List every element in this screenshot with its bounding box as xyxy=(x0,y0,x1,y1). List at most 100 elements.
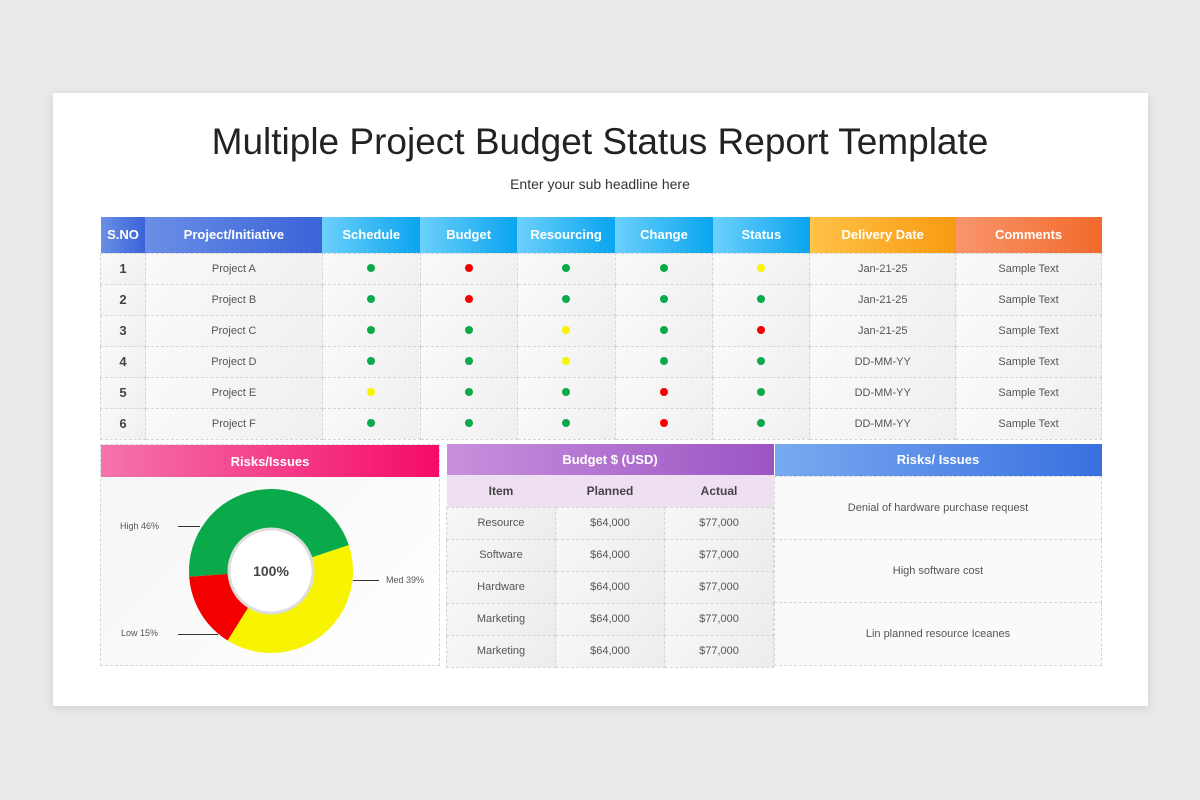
table-row: 2 Project B Jan-21-25 Sample Text xyxy=(100,283,1102,316)
budget-row: Marketing $64,000 $77,000 xyxy=(446,634,774,668)
status-dot xyxy=(562,263,571,272)
status-dot xyxy=(464,294,473,303)
col-actual: Actual xyxy=(664,475,774,507)
status-dot xyxy=(367,325,376,334)
status-dot xyxy=(464,325,473,334)
budget-cell: $77,000 xyxy=(664,602,774,636)
project-cell: Project B xyxy=(144,283,323,316)
resourcing-indicator xyxy=(516,376,616,409)
date-cell: DD-MM-YY xyxy=(809,376,957,409)
col-header: Schedule xyxy=(322,217,421,253)
date-cell: DD-MM-YY xyxy=(809,345,957,378)
arrow-med xyxy=(353,580,379,581)
budget-indicator xyxy=(419,283,518,316)
date-cell: Jan-21-25 xyxy=(809,283,957,316)
budget-cell: Resource xyxy=(446,506,556,540)
table-row: 1 Project A Jan-21-25 Sample Text xyxy=(100,252,1102,285)
donut-hole xyxy=(227,527,315,615)
budget-cell: $77,000 xyxy=(664,506,774,540)
project-cell: Project E xyxy=(144,376,323,409)
status-dot xyxy=(757,356,766,365)
arrow-low xyxy=(178,634,218,635)
budget-cell: $77,000 xyxy=(664,570,774,604)
budget-indicator xyxy=(419,376,518,409)
col-header: Budget xyxy=(420,217,518,253)
donut-slice-low xyxy=(189,573,249,641)
label-high: High 46% xyxy=(120,521,160,531)
status-indicator xyxy=(712,407,811,440)
change-indicator xyxy=(614,252,714,285)
status-indicator xyxy=(712,376,811,409)
col-planned: Planned xyxy=(555,475,665,507)
status-dot xyxy=(757,294,766,303)
budget-cell: $64,000 xyxy=(555,506,665,540)
change-indicator xyxy=(614,314,714,347)
status-dot xyxy=(562,294,571,303)
sno-cell: 5 xyxy=(100,376,146,409)
donut-chart: 100% xyxy=(189,489,353,653)
label-med: Med 39% xyxy=(386,575,425,585)
status-dot xyxy=(562,356,571,365)
sno-cell: 2 xyxy=(100,283,146,316)
status-dot xyxy=(464,356,473,365)
page-subtitle: Enter your sub headline here xyxy=(510,176,690,192)
risks-list-title: Risks/ Issues xyxy=(774,444,1102,476)
col-header: S.NO xyxy=(100,217,146,253)
resourcing-indicator xyxy=(516,345,616,378)
status-dot xyxy=(367,356,376,365)
status-dot xyxy=(562,325,571,334)
schedule-indicator xyxy=(321,376,421,409)
change-indicator xyxy=(614,407,714,440)
resourcing-indicator xyxy=(516,252,616,285)
status-indicator xyxy=(712,345,811,378)
project-cell: Project C xyxy=(144,314,323,347)
comments-cell: Sample Text xyxy=(955,283,1102,316)
page-title: Multiple Project Budget Status Report Te… xyxy=(211,121,989,162)
table-row: 6 Project F DD-MM-YY Sample Text xyxy=(100,407,1102,440)
status-dot xyxy=(464,418,473,427)
donut-slice-high xyxy=(189,489,349,577)
budget-cell: $64,000 xyxy=(555,634,665,668)
donut-center-label: 100% xyxy=(253,563,289,579)
status-dot xyxy=(659,356,668,365)
budget-cell: $64,000 xyxy=(555,602,665,636)
budget-cell: $64,000 xyxy=(555,570,665,604)
budget-cell: Marketing xyxy=(446,602,556,636)
budget-table: Budget $ (USD) Item Planned Actual Resourc… xyxy=(446,444,774,668)
budget-indicator xyxy=(419,314,518,347)
status-dot xyxy=(757,263,766,272)
risk-item: Denial of hardware purchase request xyxy=(774,475,1102,540)
comments-cell: Sample Text xyxy=(955,345,1102,378)
budget-cell: $77,000 xyxy=(664,634,774,668)
budget-cell: Software xyxy=(446,538,556,572)
col-header: Status xyxy=(712,217,810,253)
arrow-high xyxy=(178,526,200,527)
budget-title: Budget $ (USD) xyxy=(446,444,774,475)
date-cell: Jan-21-25 xyxy=(809,314,957,347)
change-indicator xyxy=(614,283,714,316)
budget-row: Software $64,000 $77,000 xyxy=(446,538,774,572)
project-cell: Project A xyxy=(144,252,323,285)
status-dot xyxy=(464,387,473,396)
status-dot xyxy=(367,387,376,396)
col-header: Change xyxy=(615,217,713,253)
budget-indicator xyxy=(419,345,518,378)
risks-panel-title: Risks/Issues xyxy=(101,445,439,477)
change-indicator xyxy=(614,345,714,378)
date-cell: Jan-21-25 xyxy=(809,252,957,285)
table-row: 4 Project D DD-MM-YY Sample Text xyxy=(100,345,1102,378)
status-dot xyxy=(562,387,571,396)
budget-cell: Marketing xyxy=(446,634,556,668)
status-dot xyxy=(757,418,766,427)
sno-cell: 3 xyxy=(100,314,146,347)
status-dot xyxy=(367,294,376,303)
schedule-indicator xyxy=(321,314,421,347)
budget-row: Hardware $64,000 $77,000 xyxy=(446,570,774,604)
risk-item: High software cost xyxy=(774,538,1102,603)
schedule-indicator xyxy=(321,407,421,440)
sno-cell: 6 xyxy=(100,407,146,440)
donut-slice-med xyxy=(227,545,353,653)
budget-indicator xyxy=(419,407,518,440)
change-indicator xyxy=(614,376,714,409)
status-dot xyxy=(367,263,376,272)
